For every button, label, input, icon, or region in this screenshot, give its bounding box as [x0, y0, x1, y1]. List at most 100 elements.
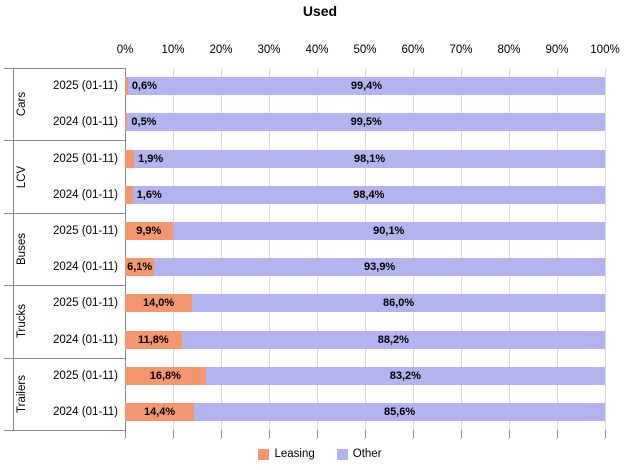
axis-tick-label: 10%	[161, 44, 185, 56]
data-label-other: 88,2%	[377, 333, 409, 346]
axis-tick-label: 80%	[497, 44, 521, 56]
vertical-gridline	[509, 68, 510, 430]
category-box-right-border	[125, 68, 126, 430]
vertical-gridline	[605, 68, 606, 430]
legend-item-other: Other	[336, 448, 382, 460]
data-label-leasing: 16,8%	[149, 369, 181, 382]
row-label: 2024 (01-11)	[53, 116, 118, 129]
data-label-leasing: 14,4%	[143, 405, 176, 418]
vertical-gridline	[317, 68, 318, 430]
group-separator	[13, 357, 125, 359]
bar-segment-leasing	[125, 221, 173, 240]
axis-tick-bottom	[125, 430, 126, 438]
legend: Leasing Other	[0, 448, 640, 460]
legend-label-leasing: Leasing	[274, 448, 315, 460]
data-label-other: 93,9%	[364, 261, 396, 274]
bar-segment-leasing	[125, 185, 133, 204]
group-boundary-tick	[4, 285, 13, 287]
row-label: 2025 (01-11)	[53, 224, 118, 237]
bar-segment-leasing	[125, 77, 128, 96]
row-label: 2025 (01-11)	[53, 80, 118, 93]
bar-segment-other	[132, 185, 605, 204]
row-label: 2025 (01-11)	[53, 297, 118, 310]
vertical-gridline	[461, 68, 462, 430]
data-label-leasing: 1,6%	[136, 188, 162, 201]
bar-segment-other	[192, 294, 605, 313]
axis-tick-bottom	[317, 430, 318, 438]
bar-segment-other	[172, 221, 605, 240]
group-boundary-tick	[4, 140, 13, 142]
axis-tick-label: 40%	[305, 44, 329, 56]
axis-tick-bottom	[509, 430, 510, 438]
data-label-other: 85,6%	[383, 405, 416, 418]
axis-tick-label: 100%	[590, 44, 620, 56]
vertical-gridline	[365, 68, 366, 430]
data-label-other: 98,1%	[353, 152, 386, 165]
data-label-leasing: 6,1%	[127, 261, 153, 274]
data-label-leasing: 11,8%	[138, 333, 169, 346]
row-label: 2024 (01-11)	[53, 333, 118, 346]
bar-segment-leasing	[125, 402, 195, 421]
data-label-other: 99,5%	[350, 116, 382, 129]
axis-tick-bottom	[221, 430, 222, 438]
row-label: 2025 (01-11)	[53, 152, 118, 165]
row-label: 2024 (01-11)	[53, 188, 118, 201]
group-separator	[13, 68, 125, 69]
group-boundary-tick	[4, 430, 13, 431]
vertical-gridline	[413, 68, 414, 430]
data-label-other: 86,0%	[382, 297, 415, 310]
axis-tick-bottom	[557, 430, 558, 438]
group-boundary-tick	[4, 357, 13, 359]
data-label-leasing: 9,9%	[136, 224, 162, 237]
group-label-cars: Cars	[16, 92, 28, 117]
axis-tick-bottom	[461, 430, 462, 438]
axis-tick-label: 30%	[257, 44, 281, 56]
group-label-trucks: Trucks	[16, 304, 28, 339]
bar-segment-leasing	[125, 113, 128, 132]
bar-segment-other	[154, 258, 605, 277]
data-label-other: 99,4%	[350, 80, 383, 93]
data-label-other: 90,1%	[373, 224, 405, 237]
bar-segment-leasing	[125, 258, 155, 277]
group-boundary-tick	[4, 212, 13, 214]
axis-tick-label: 0%	[116, 44, 134, 56]
group-label-trailers: Trailers	[16, 374, 28, 413]
group-label-buses: Buses	[16, 233, 28, 265]
row-label: 2024 (01-11)	[53, 405, 118, 418]
axis-tick-bottom	[365, 430, 366, 438]
axis-tick-label: 90%	[545, 44, 569, 56]
vertical-gridline	[173, 68, 174, 430]
group-boundary-tick	[4, 68, 13, 69]
data-label-leasing: 0,5%	[131, 116, 157, 129]
axis-tick-label: 70%	[449, 44, 473, 56]
axis-tick-label: 60%	[401, 44, 425, 56]
legend-item-leasing: Leasing	[258, 448, 315, 460]
group-separator	[13, 212, 125, 214]
bar-segment-other	[134, 149, 605, 168]
row-label: 2025 (01-11)	[53, 369, 118, 382]
axis-tick-bottom	[269, 430, 270, 438]
axis-tick-label: 50%	[353, 44, 377, 56]
group-separator	[13, 430, 125, 431]
vertical-gridline	[269, 68, 270, 430]
bar-segment-leasing	[125, 366, 206, 385]
bar-segment-leasing	[125, 149, 135, 168]
bar-segment-other	[127, 77, 605, 96]
vertical-gridline	[221, 68, 222, 430]
axis-tick-bottom	[173, 430, 174, 438]
axis-tick-bottom	[605, 430, 606, 438]
leasing-swatch-icon	[258, 448, 270, 460]
vertical-gridline	[557, 68, 558, 430]
data-label-other: 98,4%	[353, 188, 385, 201]
category-box-left-border	[13, 68, 14, 430]
bar-segment-other	[194, 402, 605, 421]
data-label-other: 83,2%	[389, 369, 421, 382]
legend-label-other: Other	[352, 448, 382, 460]
group-separator	[13, 140, 125, 142]
bar-segment-leasing	[125, 294, 193, 313]
data-label-leasing: 14,0%	[142, 297, 175, 310]
bar-segment-other	[181, 330, 605, 349]
data-label-leasing: 1,9%	[138, 152, 164, 165]
axis-tick-label: 20%	[209, 44, 233, 56]
